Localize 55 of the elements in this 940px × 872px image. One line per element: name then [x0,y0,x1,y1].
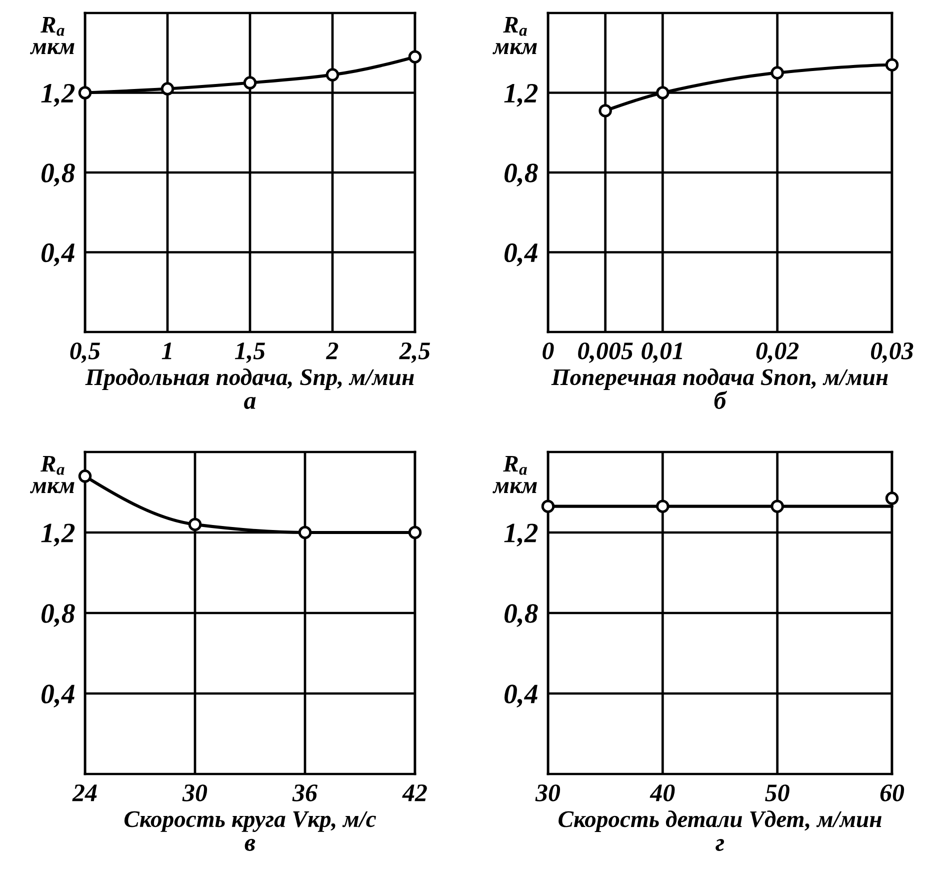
y-tick-label: 1,2 [41,84,75,107]
y-axis-title: R$_{a}$ мкм [30,16,74,54]
point [78,470,92,483]
point [598,104,612,118]
x-tick-label: 0,5 [70,342,100,363]
x-axis-title: Скорость детали Vдет, м/мин [558,810,882,832]
point [326,68,340,82]
x-tick-label: 30 [182,784,208,802]
y-axis-title: R$_{a}$ мкм [30,456,74,494]
x-tick-label: 42 [402,784,427,802]
x-tick-label: 1,5 [234,342,265,363]
text: б [714,390,728,409]
text: г [716,838,724,851]
x-axis-title: Поперечная подача Sпоп, м/мин [551,368,888,390]
y-tick-label: 0,4 [42,243,74,266]
x-tick-label: 0,03 [870,342,914,363]
point [188,518,202,532]
x-tick-label: 2 [326,342,338,360]
x-tick-label: 0,005 [578,342,633,363]
y-tick-label: 0,4 [504,684,538,708]
point [160,82,174,96]
text: в [244,838,256,851]
point [770,66,784,80]
x-tick-label: 50 [765,784,790,802]
x-tick-label: 36 [292,784,318,802]
point [78,86,92,100]
x-axis-title: Скорость круга Vкр, м/с [124,811,376,832]
y-tick-label: 0,8 [504,164,538,186]
x-tick-label: 1 [162,342,172,360]
point [243,76,257,90]
x-tick-label: 60 [880,784,904,802]
y-tick-label: 0,4 [504,243,538,266]
y-tick-label: 0,8 [42,164,75,186]
point [408,50,422,64]
point [885,58,899,72]
x-tick-label: 0 [542,342,554,360]
y-tick-label: 0,8 [42,604,75,627]
y-tick-label: 1,2 [504,84,538,107]
x-tick-label: 30 [535,784,560,802]
x-tick-label: 0,02 [756,342,799,363]
x-tick-label: 2,5 [399,342,430,363]
y-axis-title: R$_{a}$ мкм [492,456,537,494]
x-axis-title: Продольная подача, Sпр, м/мин [85,368,414,390]
y-tick-label: 0,4 [42,684,74,708]
point [408,526,422,540]
text: а [244,396,256,409]
y-axis-title: R$_{a}$ мкм [492,16,537,54]
y-tick-label: 1,2 [504,524,538,546]
point [656,86,670,100]
x-tick-label: 0,01 [642,342,682,363]
point [298,526,312,540]
x-tick-label: 24 [72,784,97,802]
x-tick-label: 40 [650,784,675,802]
y-tick-label: 0,8 [504,604,538,627]
y-tick-label: 1,2 [41,524,75,546]
